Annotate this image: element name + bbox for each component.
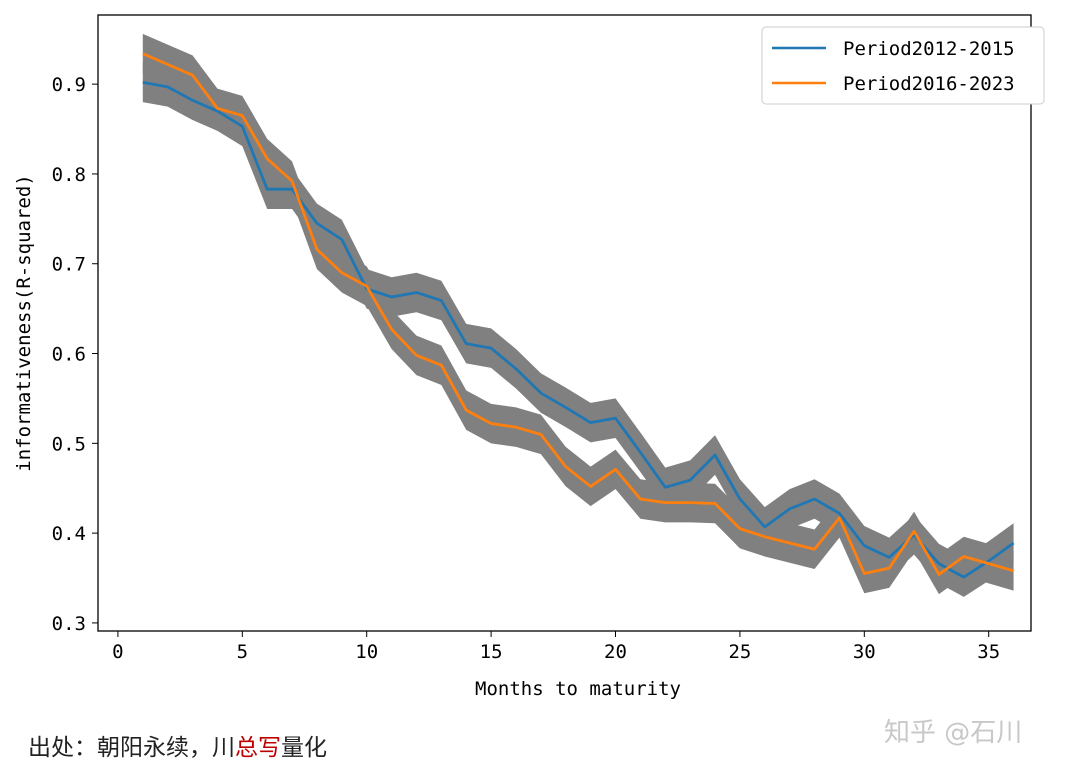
source-suffix: 量化 [281, 735, 327, 761]
series-line-Period2016-2023 [142, 52, 1014, 576]
watermark: 知乎 @石川 [884, 718, 1023, 748]
y-tick-label: 0.9 [52, 74, 86, 96]
plot-frame [97, 14, 1032, 632]
source-highlight: 总写 [235, 735, 281, 761]
series-line-Period2012-2015 [142, 80, 1015, 579]
y-tick-label: 0.7 [52, 254, 86, 276]
x-tick-label: 20 [604, 641, 627, 663]
x-tick-label: 10 [355, 641, 378, 663]
y-tick-label: 0.6 [52, 344, 86, 366]
legend-box [761, 26, 1045, 105]
x-tick-label: 25 [728, 641, 751, 663]
x-tick-label: 0 [112, 641, 123, 663]
x-axis-ticks: 0 5 10 15 20 25 30 35 [112, 631, 1000, 663]
y-tick-label: 0.3 [52, 613, 86, 635]
y-tick-label: 0.5 [52, 433, 86, 455]
source-caption: 出处：朝阳永续，川总写量化 [28, 728, 327, 762]
x-tick-label: 35 [977, 641, 1000, 663]
confidence-band-0 [142, 62, 1014, 597]
y-axis-ticks: 0.3 0.4 0.5 0.6 0.7 0.8 0.9 [52, 74, 98, 635]
legend-label-2016-2023: Period2016-2023 [843, 73, 1015, 95]
x-axis-label: Months to maturity [475, 678, 681, 700]
y-tick-label: 0.8 [52, 164, 86, 186]
confidence-bands [142, 33, 1014, 597]
legend-label-2012-2015: Period2012-2015 [843, 38, 1015, 60]
source-prefix: 出处：朝阳永续，川 [28, 735, 235, 761]
y-axis-label: informativeness(R-squared) [13, 174, 35, 471]
y-tick-label: 0.4 [52, 523, 86, 545]
x-tick-label: 15 [480, 641, 503, 663]
series-lines [142, 52, 1015, 579]
confidence-band-1 [142, 33, 1014, 595]
x-tick-label: 30 [853, 641, 876, 663]
legend: Period2012-2015 Period2016-2023 [761, 26, 1045, 105]
x-tick-label: 5 [237, 641, 248, 663]
